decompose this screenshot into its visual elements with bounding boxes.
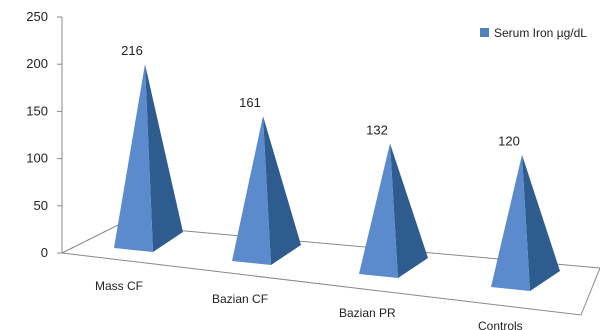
x-category-label: Bazian PR [339,306,396,320]
y-tick-label: 250 [26,9,48,24]
x-category-label: Bazian CF [212,292,268,306]
pyramid-side-face [522,154,560,291]
data-label: 216 [121,43,143,58]
pyramid-side-face [390,143,428,278]
legend-swatch [480,28,489,37]
chart-floor [60,224,600,316]
legend-label: Serum Iron µg/dL [494,26,587,40]
data-label: 161 [239,95,261,110]
pyramid-bar [114,64,153,252]
pyramid-side-face [263,116,301,266]
x-category-label: Controls [478,319,523,330]
data-label: 120 [498,134,520,149]
y-tick-label: 50 [34,198,48,213]
x-category-label: Mass CF [95,279,143,293]
data-label: 132 [366,122,388,137]
pyramid-side-face [145,64,183,252]
y-tick-label: 100 [26,151,48,166]
pyramid-bar [359,143,398,278]
pyramid-bar [232,116,271,266]
y-tick-label: 150 [26,103,48,118]
pyramid-bar [491,154,530,291]
y-tick-label: 200 [26,56,48,71]
y-tick-label: 0 [41,245,48,260]
